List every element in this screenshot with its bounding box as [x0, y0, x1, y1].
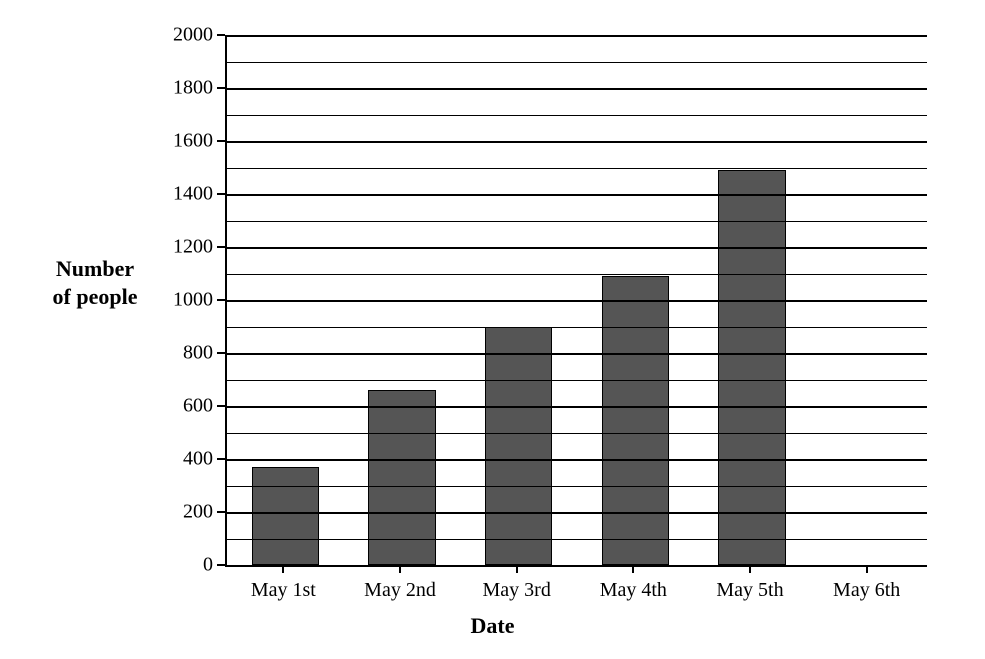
- gridline-major: [227, 247, 927, 249]
- x-axis-title: Date: [0, 613, 985, 639]
- x-tick-label: May 1st: [251, 579, 316, 602]
- gridline-major: [227, 35, 927, 37]
- y-tick-label: 1600: [173, 130, 213, 153]
- gridline-minor: [227, 274, 927, 275]
- gridline-minor: [227, 433, 927, 434]
- bar: [252, 467, 320, 565]
- x-tick-mark: [866, 565, 868, 573]
- gridline-major: [227, 88, 927, 90]
- gridline-minor: [227, 486, 927, 487]
- bar: [485, 327, 553, 566]
- x-tick-label: May 3rd: [482, 579, 550, 602]
- x-tick-label: May 5th: [716, 579, 783, 602]
- bar-chart: Number of people 0 200 400 600 800 1000 1200 14…: [0, 0, 985, 659]
- y-tick-mark: [217, 34, 225, 36]
- y-tick-label: 2000: [173, 24, 213, 47]
- gridline-major: [227, 406, 927, 408]
- gridline-major: [227, 459, 927, 461]
- gridline-minor: [227, 380, 927, 381]
- y-tick-label: 600: [183, 395, 213, 418]
- x-tick-label: May 6th: [833, 579, 900, 602]
- y-tick-label: 1800: [173, 77, 213, 100]
- y-tick-label: 1200: [173, 236, 213, 259]
- x-tick-mark: [399, 565, 401, 573]
- y-axis-title-line1: Number: [56, 256, 134, 281]
- gridline-minor: [227, 115, 927, 116]
- y-tick-mark: [217, 511, 225, 513]
- x-tick-mark: [632, 565, 634, 573]
- y-tick-mark: [217, 87, 225, 89]
- gridline-minor: [227, 168, 927, 169]
- bar: [718, 170, 786, 565]
- gridline-minor: [227, 539, 927, 540]
- y-axis-title-line2: of people: [53, 284, 138, 309]
- y-axis-title: Number of people: [35, 255, 155, 310]
- plot-area: [225, 35, 927, 567]
- gridline-major: [227, 512, 927, 514]
- x-tick-mark: [749, 565, 751, 573]
- y-tick-label: 1000: [173, 289, 213, 312]
- y-tick-label: 200: [183, 501, 213, 524]
- y-tick-mark: [217, 352, 225, 354]
- y-tick-mark: [217, 564, 225, 566]
- gridline-minor: [227, 62, 927, 63]
- x-tick-mark: [516, 565, 518, 573]
- y-tick-label: 1400: [173, 183, 213, 206]
- x-tick-mark: [282, 565, 284, 573]
- y-tick-label: 0: [203, 554, 213, 577]
- gridline-minor: [227, 221, 927, 222]
- gridline-major: [227, 300, 927, 302]
- x-tick-label: May 4th: [600, 579, 667, 602]
- bar: [602, 276, 670, 565]
- y-tick-mark: [217, 299, 225, 301]
- y-tick-mark: [217, 140, 225, 142]
- gridline-major: [227, 353, 927, 355]
- y-tick-label: 800: [183, 342, 213, 365]
- y-tick-mark: [217, 193, 225, 195]
- gridline-major: [227, 141, 927, 143]
- y-tick-mark: [217, 458, 225, 460]
- x-tick-label: May 2nd: [364, 579, 436, 602]
- y-tick-label: 400: [183, 448, 213, 471]
- y-tick-mark: [217, 405, 225, 407]
- gridline-minor: [227, 327, 927, 328]
- gridline-major: [227, 194, 927, 196]
- y-tick-mark: [217, 246, 225, 248]
